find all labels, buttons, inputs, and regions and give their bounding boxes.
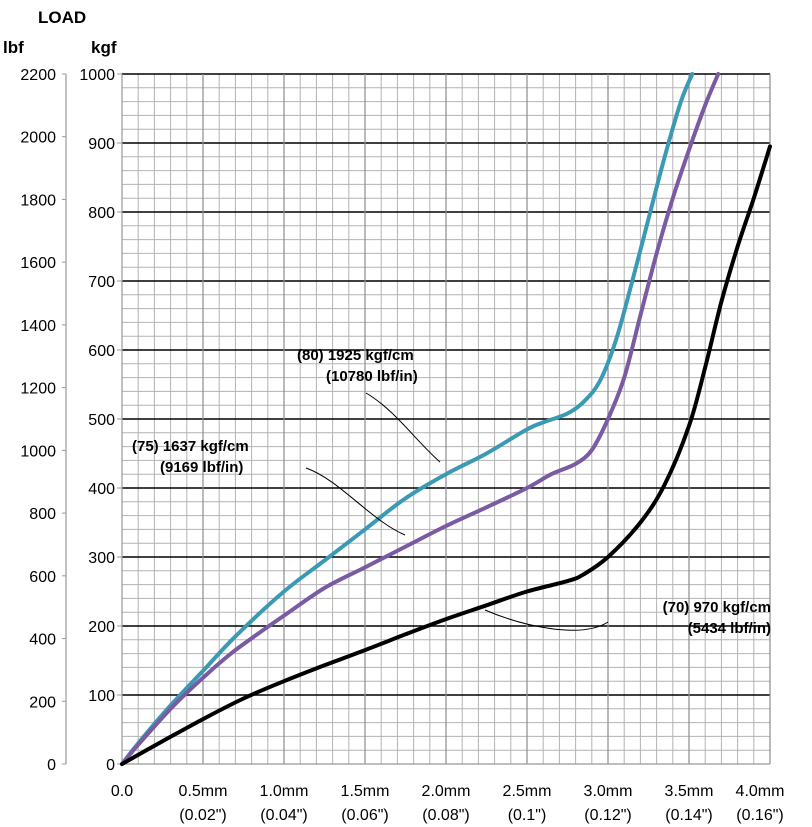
lbf-tick-label: 1800 [20,192,56,209]
x-tick-label: 2.0mm [422,783,471,800]
lbf-tick-label: 800 [29,506,56,523]
x-tick-sublabel: (0.06") [341,807,388,824]
x-tick-label: 1.0mm [260,783,309,800]
annotation-70-line2: (5434 lbf/in) [688,620,771,637]
lbf-tick-label: 2200 [20,67,56,84]
annotation-80-line2: (10780 lbf/in) [326,368,418,385]
axes [62,73,770,765]
lbf-tick-label: 1600 [20,255,56,272]
x-tick-sublabel: (0.08") [422,807,469,824]
x-tick-label: 2.5mm [503,783,552,800]
lbf-tick-label: 2000 [20,130,56,147]
annotation-leader [365,392,441,463]
kgf-tick-label: 800 [88,205,115,222]
tick-labels: 0 100 200 300 400 500 600 700 800 900 1000 0 200 400 6… [20,67,784,824]
kgf-tick-label: 200 [88,619,115,636]
y-axis-label-kgf: kgf [91,38,117,57]
lbf-tick-label: 1200 [20,381,56,398]
x-tick-label: 3.5mm [665,783,714,800]
x-tick-label: 4.0mm [736,783,785,800]
chart-title: LOAD [38,8,86,27]
annotation-80-line1: (80) 1925 kgf/cm [297,347,414,364]
kgf-tick-label: 900 [88,136,115,153]
x-tick-label: 0.0 [111,783,133,800]
x-tick-label: 0.5mm [179,783,228,800]
kgf-tick-label: 100 [88,688,115,705]
series-line-70 [120,144,772,766]
x-tick-sublabel: (0.16") [736,807,783,824]
kgf-tick-label: 600 [88,343,115,360]
kgf-tick-label: 300 [88,550,115,567]
kgf-tick-label: 1000 [79,67,115,84]
lbf-tick-label: 0 [47,757,56,774]
annotation-leaders [305,392,609,631]
annotation-75-line1: (75) 1637 kgf/cm [132,438,249,455]
annotation-leader [305,467,406,536]
kgf-tick-label: 400 [88,481,115,498]
x-tick-sublabel: (0.1") [508,807,547,824]
lbf-tick-label: 600 [29,569,56,586]
kgf-tick-label: 700 [88,274,115,291]
annotation-leader [484,609,609,631]
data-series [120,72,772,766]
lbf-tick-label: 1000 [20,443,56,460]
lbf-tick-label: 200 [29,694,56,711]
x-tick-label: 3.0mm [584,783,633,800]
x-tick-sublabel: (0.12") [584,807,631,824]
x-tick-sublabel: (0.04") [260,807,307,824]
series-line-80 [120,72,695,766]
kgf-tick-label: 0 [106,757,115,774]
x-tick-sublabel: (0.14") [665,807,712,824]
x-tick-sublabel: (0.02") [179,807,226,824]
x-tick-label: 1.5mm [341,783,390,800]
y-axis-label-lbf: lbf [3,38,24,57]
series-line-75 [120,72,721,766]
kgf-tick-label: 500 [88,412,115,429]
annotation-70-line1: (70) 970 kgf/cm [663,599,771,616]
annotation-75-line2: (9169 lbf/in) [160,459,243,476]
annotations: (80) 1925 kgf/cm (10780 lbf/in) (75) 1637 … [132,347,771,637]
lbf-tick-label: 1400 [20,318,56,335]
lbf-tick-label: 400 [29,632,56,649]
